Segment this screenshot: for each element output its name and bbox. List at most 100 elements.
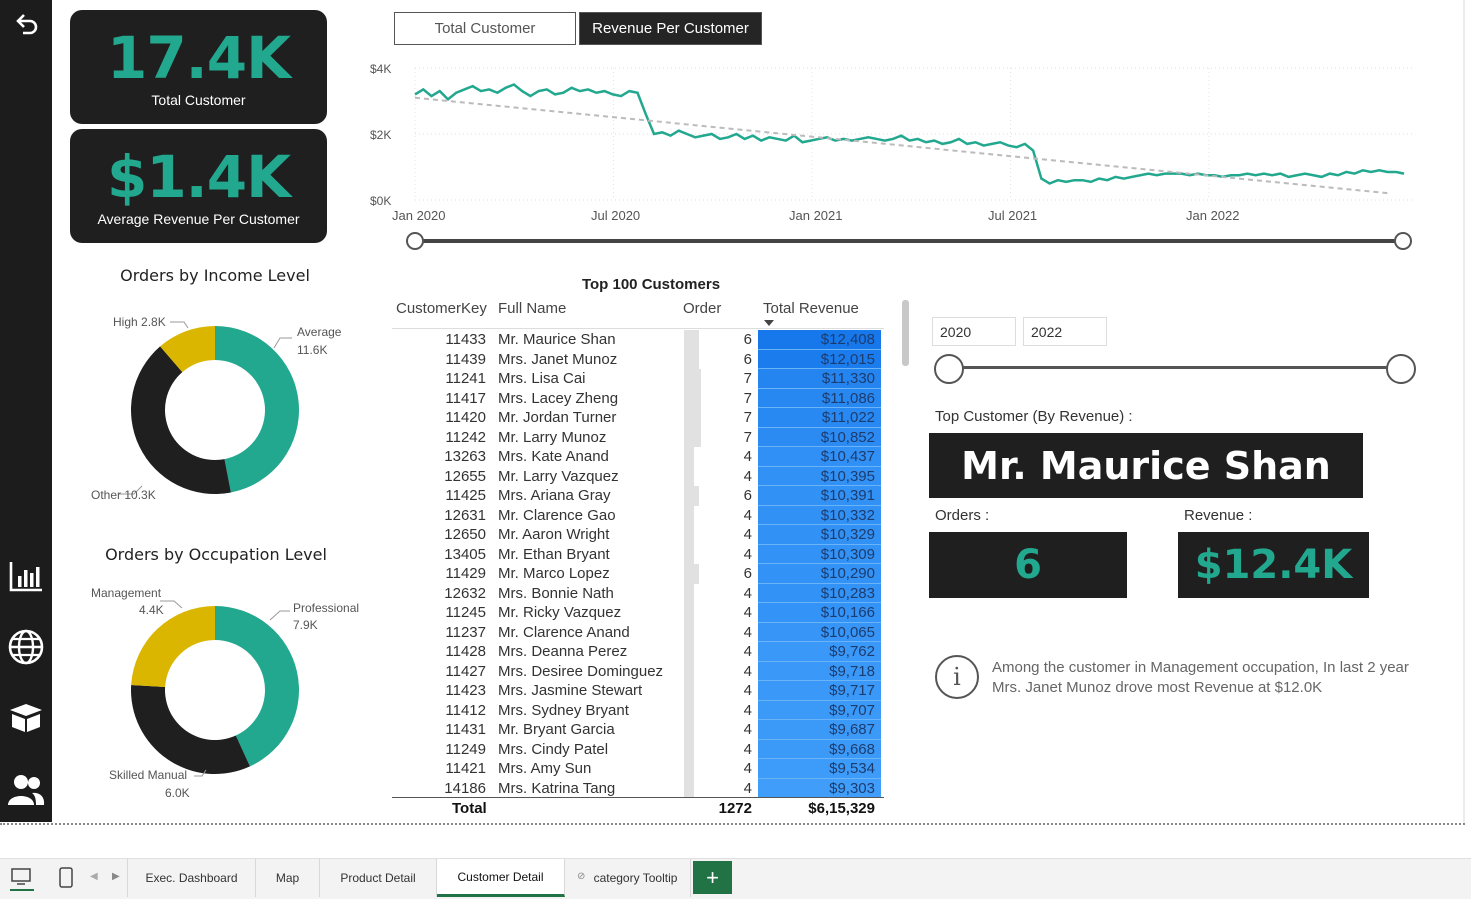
- donut-slice-management[interactable]: [131, 606, 215, 687]
- table-row[interactable]: 11427 Mrs. Desiree Dominguez 4 $9,718: [392, 661, 884, 681]
- tab-product-detail[interactable]: Product Detail: [320, 859, 437, 897]
- cell-order-count: 4: [743, 740, 752, 758]
- cell-customer-key: 11427: [445, 662, 486, 680]
- year-slider-track[interactable]: [949, 366, 1401, 369]
- table-scrollbar[interactable]: [902, 300, 909, 366]
- order-data-bar: [684, 369, 701, 389]
- cell-total-revenue: $10,166: [758, 603, 881, 623]
- cell-full-name: Mr. Clarence Anand: [498, 623, 630, 641]
- table-row[interactable]: 13405 Mr. Ethan Bryant 4 $10,309: [392, 544, 884, 564]
- cell-total-revenue: $9,687: [758, 720, 881, 740]
- cell-full-name: Mr. Ricky Vazquez: [498, 604, 622, 621]
- back-icon[interactable]: [6, 4, 46, 44]
- order-data-bar: [684, 720, 694, 740]
- revenue-per-customer-toggle[interactable]: Revenue Per Customer: [579, 12, 762, 45]
- desktop-view-icon[interactable]: [10, 867, 34, 891]
- table-row[interactable]: 13263 Mrs. Kate Anand 4 $10,437: [392, 447, 884, 467]
- cell-total-revenue: $9,303: [758, 778, 881, 798]
- year-to-input[interactable]: 2022: [1023, 317, 1107, 346]
- avg-revenue-card: $1.4K Average Revenue Per Customer: [70, 129, 327, 243]
- tab-category-tooltip[interactable]: ⊘ category Tooltip: [565, 859, 691, 897]
- table-row[interactable]: 11431 Mr. Bryant Garcia 4 $9,687: [392, 720, 884, 740]
- tab-map[interactable]: Map: [256, 859, 320, 897]
- donut-slice-average[interactable]: [215, 326, 299, 493]
- cell-total-revenue: $9,762: [758, 642, 881, 662]
- tab-customer-detail[interactable]: Customer Detail: [437, 859, 565, 897]
- table-row[interactable]: 12650 Mr. Aaron Wright 4 $10,329: [392, 525, 884, 545]
- tab-separator: [127, 859, 128, 897]
- table-row[interactable]: 11249 Mrs. Cindy Patel 4 $9,668: [392, 739, 884, 759]
- year-slider-start-handle[interactable]: [934, 354, 964, 384]
- leader-line: [194, 769, 207, 777]
- donut-label-management-value: 4.4K: [139, 603, 164, 617]
- col-header-name[interactable]: Full Name: [498, 300, 567, 317]
- table-row[interactable]: 11417 Mrs. Lacey Zheng 7 $11,086: [392, 388, 884, 408]
- users-icon[interactable]: [6, 770, 46, 810]
- donut-slice-high[interactable]: [160, 326, 215, 373]
- table-row[interactable]: 12632 Mrs. Bonnie Nath 4 $10,283: [392, 583, 884, 603]
- table-row[interactable]: 14186 Mrs. Katrina Tang 4 $9,303: [392, 778, 884, 798]
- order-data-bar: [684, 447, 694, 467]
- revenue-label: Revenue :: [1184, 507, 1253, 524]
- date-slider-start-handle[interactable]: [406, 232, 424, 250]
- table-row[interactable]: 11429 Mr. Marco Lopez 6 $10,290: [392, 564, 884, 584]
- globe-icon[interactable]: [6, 627, 46, 667]
- table-row[interactable]: 11241 Mrs. Lisa Cai 7 $11,330: [392, 369, 884, 389]
- total-customer-card: 17.4K Total Customer: [70, 10, 327, 124]
- cell-order-count: 7: [743, 370, 752, 387]
- cell-total-revenue: $9,718: [758, 661, 881, 681]
- table-row[interactable]: 11433 Mr. Maurice Shan 6 $12,408: [392, 330, 884, 350]
- cell-order-count: 4: [743, 526, 752, 543]
- table-row[interactable]: 11242 Mr. Larry Munoz 7 $10,852: [392, 427, 884, 447]
- total-label: Total: [452, 800, 487, 817]
- add-page-button[interactable]: +: [693, 861, 732, 894]
- scroll-right-icon[interactable]: ▶: [112, 871, 120, 882]
- table-row[interactable]: 11245 Mr. Ricky Vazquez 4 $10,166: [392, 603, 884, 623]
- date-slider-end-handle[interactable]: [1394, 232, 1412, 250]
- cell-full-name: Mrs. Cindy Patel: [498, 740, 609, 758]
- total-customer-label: Total Customer: [151, 92, 246, 108]
- cell-order-count: 6: [743, 487, 752, 504]
- donut-slice-skilled-manual[interactable]: [131, 684, 250, 774]
- table-row[interactable]: 11237 Mr. Clarence Anand 4 $10,065: [392, 622, 884, 642]
- table-row[interactable]: 12655 Mr. Larry Vazquez 4 $10,395: [392, 466, 884, 486]
- cell-total-revenue: $10,329: [758, 525, 881, 545]
- occupation-donut-title: Orders by Occupation Level: [105, 545, 327, 564]
- total-customer-toggle[interactable]: Total Customer: [394, 12, 576, 45]
- cell-order-count: 4: [743, 721, 752, 738]
- cell-customer-key: 11412: [445, 701, 486, 719]
- col-header-key[interactable]: CustomerKey: [396, 300, 487, 317]
- cell-order-count: 6: [743, 350, 752, 368]
- insight-text: Among the customer in Management occupat…: [992, 658, 1409, 698]
- table-row[interactable]: 11412 Mrs. Sydney Bryant 4 $9,707: [392, 700, 884, 720]
- cell-customer-key: 12632: [444, 584, 486, 602]
- sort-desc-icon[interactable]: [764, 320, 774, 326]
- col-header-order[interactable]: Order: [683, 300, 722, 317]
- cell-order-count: 7: [743, 389, 752, 407]
- mobile-view-icon[interactable]: [58, 867, 74, 894]
- year-slider-end-handle[interactable]: [1386, 354, 1416, 384]
- table-row[interactable]: 12631 Mr. Clarence Gao 4 $10,332: [392, 505, 884, 525]
- table-row[interactable]: 11428 Mrs. Deanna Perez 4 $9,762: [392, 642, 884, 662]
- table-row[interactable]: 11439 Mrs. Janet Munoz 6 $12,015: [392, 349, 884, 369]
- table-row[interactable]: 11423 Mrs. Jasmine Stewart 4 $9,717: [392, 681, 884, 701]
- donut-slice-professional[interactable]: [215, 606, 300, 767]
- cell-customer-key: 11241: [445, 370, 486, 387]
- donut-slice-other[interactable]: [131, 346, 231, 494]
- table-row[interactable]: 11425 Mrs. Ariana Gray 6 $10,391: [392, 486, 884, 506]
- order-data-bar: [684, 622, 694, 642]
- date-slider-track[interactable]: [415, 239, 1403, 243]
- cell-full-name: Mr. Larry Munoz: [498, 428, 607, 446]
- table-row[interactable]: 11420 Mr. Jordan Turner 7 $11,022: [392, 408, 884, 428]
- bar-chart-icon[interactable]: [6, 556, 46, 596]
- cell-order-count: 4: [743, 760, 752, 777]
- table-row[interactable]: 11421 Mrs. Amy Sun 4 $9,534: [392, 759, 884, 779]
- tab-exec-dashboard[interactable]: Exec. Dashboard: [128, 859, 256, 897]
- cell-total-revenue: $11,330: [758, 369, 881, 389]
- box-icon[interactable]: [6, 697, 46, 737]
- col-header-revenue[interactable]: Total Revenue: [763, 300, 859, 317]
- year-from-input[interactable]: 2020: [932, 317, 1016, 346]
- leader-line: [269, 610, 290, 621]
- cell-customer-key: 12631: [444, 506, 486, 524]
- scroll-left-icon[interactable]: ◀: [90, 871, 98, 882]
